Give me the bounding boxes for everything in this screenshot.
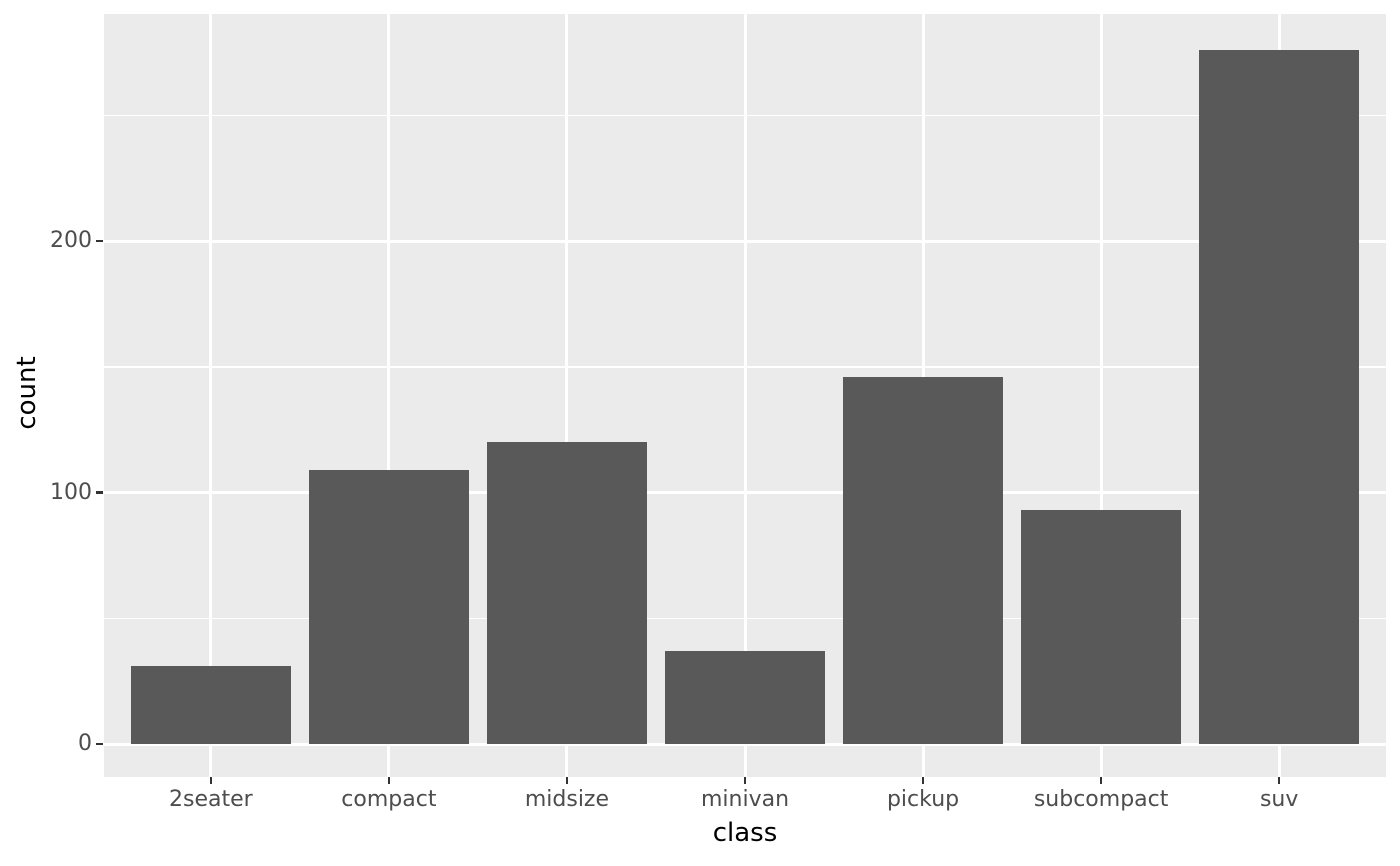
x-tick-mark-2seater [209, 777, 213, 784]
x-tick-label-midsize: midsize [524, 787, 610, 812]
x-tick-label-subcompact: subcompact [1033, 787, 1169, 812]
gridline-major-v-compact [387, 14, 391, 777]
x-tick-label-suv: suv [1259, 787, 1299, 812]
bar-minivan [664, 650, 826, 744]
x-axis-title: class [712, 818, 778, 848]
x-tick-mark-midsize [565, 777, 569, 784]
bar-subcompact [1020, 510, 1182, 744]
plot-panel [104, 14, 1386, 777]
y-tick-mark-0 [96, 742, 103, 746]
gridline-major-v-2seater [209, 14, 213, 777]
x-tick-mark-compact [387, 777, 391, 784]
x-tick-mark-suv [1277, 777, 1281, 784]
x-tick-mark-subcompact [1099, 777, 1103, 784]
x-tick-mark-minivan [743, 777, 747, 784]
x-tick-label-pickup: pickup [886, 787, 960, 812]
gridline-major-v-midsize [565, 14, 569, 777]
bar-suv [1199, 49, 1360, 744]
x-tick-label-minivan: minivan [700, 787, 790, 812]
gridline-major-v-minivan [743, 14, 747, 777]
y-axis-title: count [12, 356, 42, 430]
x-tick-label-2seater: 2seater [168, 787, 253, 812]
y-tick-label-100: 100 [50, 479, 92, 505]
bar-pickup [842, 376, 1004, 744]
bar-compact [308, 469, 469, 744]
x-tick-mark-pickup [921, 777, 925, 784]
bar-2seater [130, 666, 291, 744]
y-tick-label-0: 0 [78, 731, 92, 756]
y-tick-label-200: 200 [50, 228, 92, 253]
gridline-major-v-subcompact [1099, 14, 1103, 777]
y-tick-mark-200 [96, 239, 103, 243]
bar-midsize [486, 442, 648, 744]
x-tick-label-compact: compact [341, 787, 437, 812]
y-tick-mark-100 [96, 491, 103, 494]
